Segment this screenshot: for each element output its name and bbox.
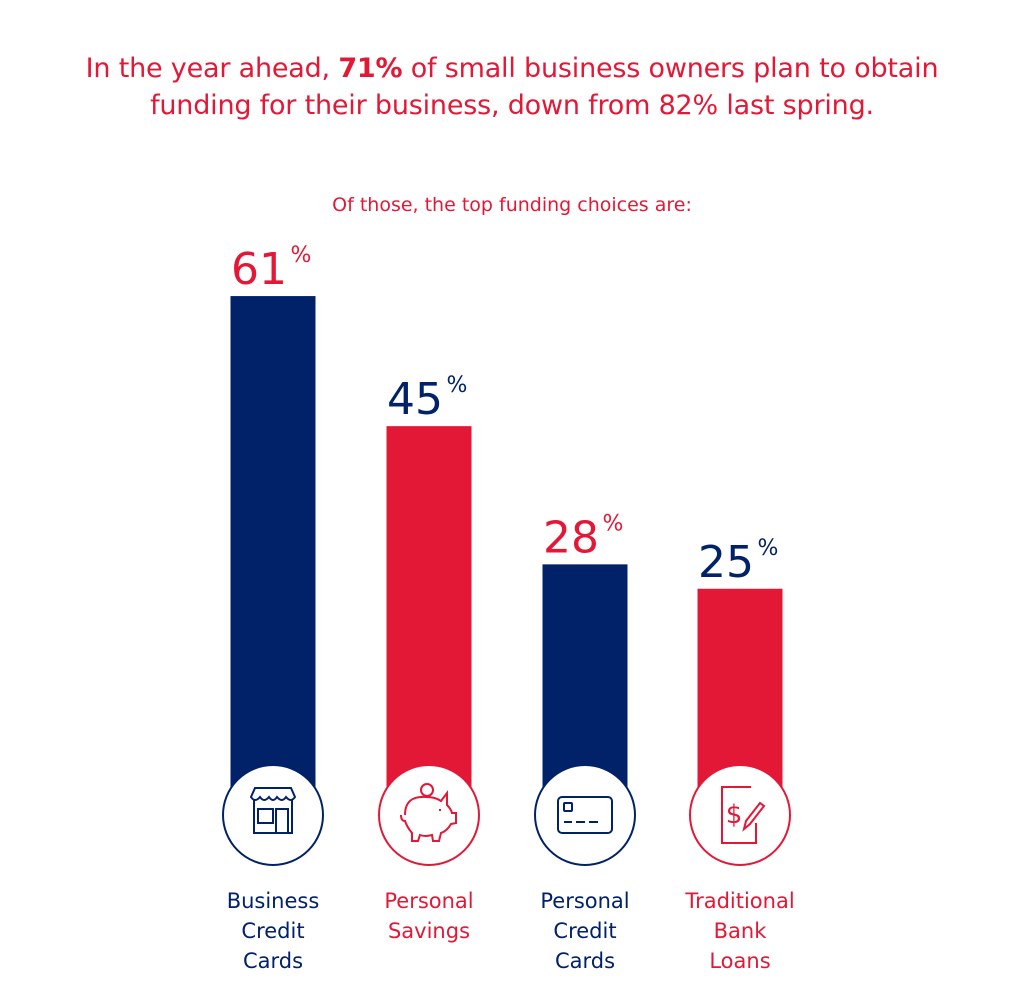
loan-document-icon: $ (721, 786, 766, 844)
percent-sign: % (603, 511, 624, 536)
piggy-bank-icon (400, 783, 457, 842)
icon-circle (689, 764, 791, 866)
category-label: Personal (384, 889, 473, 913)
svg-text:$: $ (726, 800, 743, 830)
headline-line-2: funding for their business, down from 82… (150, 90, 874, 121)
value-label: 28 (543, 512, 599, 563)
category-label: Business (227, 889, 320, 913)
category-label: Credit (553, 919, 616, 943)
category-label: Loans (709, 949, 770, 973)
headline-line-1: In the year ahead, 71% of small business… (0, 50, 1024, 87)
headline: In the year ahead, 71% of small business… (0, 50, 1024, 124)
percent-sign: % (291, 243, 312, 268)
bar (542, 564, 628, 800)
icon-circle (534, 764, 636, 866)
headline-text: In the year ahead, (85, 53, 339, 84)
value-label: 45 (387, 374, 443, 425)
headline-emphasis: 71% (338, 53, 403, 84)
value-label: 25 (698, 537, 754, 588)
category-label: Cards (243, 949, 303, 973)
icon-circle (378, 764, 480, 866)
storefront-icon (249, 787, 297, 834)
credit-card-icon (557, 796, 613, 834)
headline-text: of small business owners plan to obtain (402, 53, 939, 84)
percent-sign: % (758, 536, 779, 561)
category-label: Savings (388, 919, 470, 943)
bar (230, 296, 316, 800)
category-label: Traditional (684, 889, 794, 913)
percent-sign: % (447, 373, 468, 398)
category-label: Bank (714, 919, 768, 943)
bar (386, 426, 472, 800)
category-label: Credit (241, 919, 304, 943)
value-label: 61 (231, 244, 287, 295)
category-label: Personal (540, 889, 629, 913)
category-label: Cards (555, 949, 615, 973)
chart-subtitle: Of those, the top funding choices are: (332, 194, 692, 216)
